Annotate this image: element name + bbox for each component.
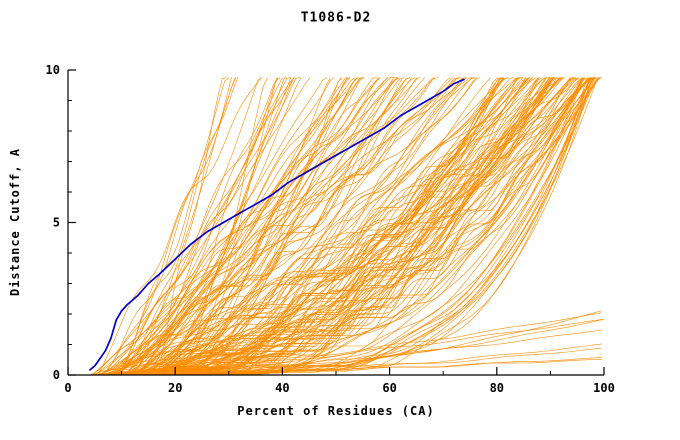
- svg-text:40: 40: [275, 381, 289, 395]
- chart-title: T1086-D2: [300, 10, 372, 26]
- svg-text:5: 5: [53, 216, 60, 230]
- svg-text:20: 20: [168, 381, 182, 395]
- svg-text:0: 0: [64, 381, 71, 395]
- svg-text:60: 60: [382, 381, 396, 395]
- svg-text:0: 0: [53, 368, 60, 382]
- svg-text:10: 10: [46, 63, 60, 77]
- svg-text:100: 100: [593, 381, 615, 395]
- x-axis-label: Percent of Residues (CA): [237, 404, 435, 418]
- svg-text:80: 80: [490, 381, 504, 395]
